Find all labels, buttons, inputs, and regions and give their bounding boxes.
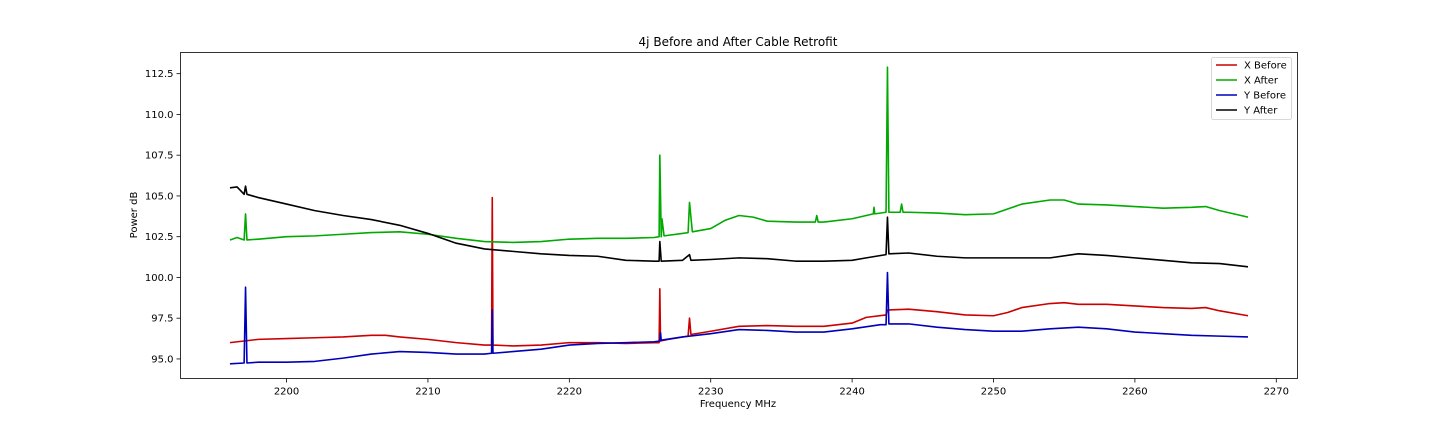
- legend: X Before X After Y Before Y After: [1211, 57, 1292, 120]
- x-axis: 2200 2210 2220 2230 2240 2250 2260 2270: [274, 378, 1289, 398]
- y-tick-label: 102.5: [145, 232, 174, 243]
- legend-box: [1211, 57, 1292, 120]
- x-tick-label: 2200: [274, 387, 299, 398]
- legend-label: X Before: [1244, 61, 1287, 72]
- series-line-y-after: [229, 185, 1249, 268]
- series-line-y-before: [229, 271, 1249, 365]
- y-axis-label: Power dB: [129, 192, 140, 239]
- y-tick-label: 100.0: [145, 273, 174, 284]
- plot-frame: [180, 52, 1298, 379]
- series-layer: [229, 66, 1249, 365]
- y-tick-label: 112.5: [145, 69, 174, 80]
- series-line-x-before: [229, 196, 1249, 347]
- x-tick-label: 2240: [839, 387, 864, 398]
- chart-title: 4j Before and After Cable Retrofit: [639, 35, 838, 49]
- y-tick-label: 110.0: [145, 110, 174, 121]
- y-tick-label: 97.5: [151, 314, 173, 325]
- legend-label: X After: [1244, 76, 1279, 87]
- x-tick-label: 2260: [1122, 387, 1147, 398]
- x-tick-label: 2250: [981, 387, 1006, 398]
- y-axis: 95.0 97.5 100.0 102.5 105.0 107.5 110.0 112.5: [145, 69, 181, 365]
- series-line-x-after: [229, 66, 1249, 244]
- y-tick-label: 105.0: [145, 191, 174, 202]
- x-tick-label: 2270: [1264, 387, 1289, 398]
- y-tick-label: 107.5: [145, 151, 174, 162]
- y-tick-label: 95.0: [151, 354, 173, 365]
- x-tick-label: 2230: [698, 387, 723, 398]
- legend-label: Y Before: [1243, 91, 1286, 102]
- x-tick-label: 2220: [557, 387, 582, 398]
- x-axis-label: Frequency MHz: [700, 399, 776, 410]
- x-tick-label: 2210: [415, 387, 440, 398]
- legend-label: Y After: [1243, 106, 1278, 117]
- plot-area: [180, 52, 1298, 379]
